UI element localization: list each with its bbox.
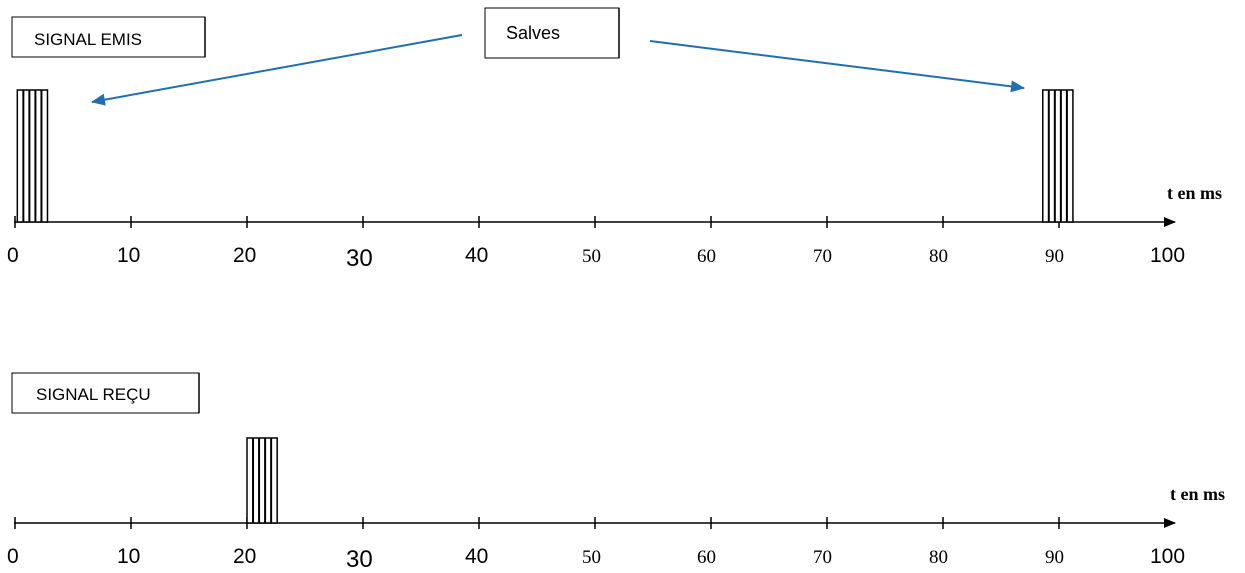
recv-tick-20: 20 [233, 545, 256, 568]
emit-tick-60: 60 [697, 246, 716, 267]
emitted-burst-1 [1042, 89, 1074, 223]
received-label-box: SIGNAL REÇU [11, 372, 200, 414]
arrow-left-icon [91, 34, 463, 106]
emitted-unit-label: t en ms [1167, 183, 1222, 203]
emit-tick-100: 100 [1150, 244, 1185, 267]
recv-tick-10: 10 [117, 545, 140, 568]
salves-label: Salves [506, 23, 560, 43]
emitted-burst-0 [16, 89, 49, 223]
emit-tick-70: 70 [813, 246, 832, 267]
emitted-label-box: SIGNAL EMIS [11, 16, 206, 58]
recv-tick-0: 0 [7, 545, 19, 568]
recv-tick-100: 100 [1150, 545, 1185, 568]
emit-tick-80: 80 [929, 246, 948, 267]
received-axis-ticks [14, 517, 1060, 529]
recv-tick-40: 40 [465, 545, 488, 568]
recv-tick-90: 90 [1045, 547, 1064, 568]
received-bursts [246, 437, 278, 524]
emit-tick-50: 50 [582, 246, 601, 267]
received-burst-0 [246, 437, 278, 524]
recv-tick-60: 60 [697, 547, 716, 568]
recv-tick-50: 50 [582, 547, 601, 568]
arrow-right-icon [649, 40, 1025, 93]
emitted-bursts [16, 89, 1074, 223]
received-signal-panel: SIGNAL REÇU t en ms 0 10 20 30 40 50 60 … [7, 372, 1225, 573]
emit-tick-0: 0 [7, 244, 19, 267]
received-label: SIGNAL REÇU [36, 385, 151, 404]
emit-tick-40: 40 [465, 244, 488, 267]
received-unit-label: t en ms [1170, 484, 1225, 504]
salves-callout: Salves [91, 7, 1025, 106]
emit-tick-10: 10 [117, 244, 140, 267]
received-tick-labels: 0 10 20 30 40 50 60 70 80 90 100 [7, 545, 1185, 573]
emitted-tick-labels: 0 10 20 30 40 50 60 70 80 90 100 [7, 244, 1185, 272]
emitted-signal-panel: SIGNAL EMIS t en ms 0 10 20 30 40 50 60 … [7, 16, 1222, 272]
emitted-label: SIGNAL EMIS [34, 30, 142, 49]
emit-tick-90: 90 [1045, 246, 1064, 267]
recv-tick-30: 30 [346, 546, 373, 573]
emit-tick-20: 20 [233, 244, 256, 267]
recv-tick-80: 80 [929, 547, 948, 568]
recv-tick-70: 70 [813, 547, 832, 568]
emit-tick-30: 30 [346, 245, 373, 272]
